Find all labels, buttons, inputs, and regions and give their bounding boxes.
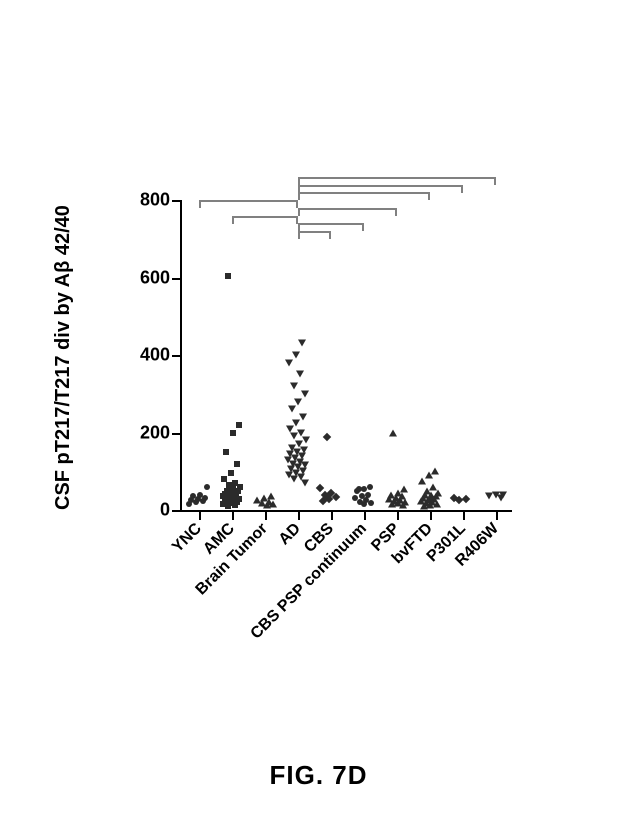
data-point — [327, 437, 333, 443]
x-tick — [232, 510, 234, 520]
data-point — [356, 486, 362, 492]
x-tick — [397, 510, 399, 520]
data-point — [288, 406, 296, 413]
y-tick — [172, 433, 182, 435]
data-point — [298, 340, 306, 347]
data-point — [228, 470, 234, 476]
y-tick-label: 200 — [110, 422, 170, 443]
significance-bracket — [199, 200, 298, 202]
data-point — [226, 482, 232, 488]
data-point — [285, 359, 293, 366]
data-point — [221, 476, 227, 482]
x-tick — [199, 510, 201, 520]
x-tick-label: AD — [275, 520, 304, 549]
y-tick — [172, 278, 182, 280]
data-point — [223, 449, 229, 455]
significance-bracket — [298, 185, 463, 187]
x-tick — [364, 510, 366, 520]
data-point — [297, 429, 305, 436]
data-point — [230, 430, 236, 436]
significance-bracket — [298, 223, 364, 225]
x-tick — [496, 510, 498, 520]
data-point — [365, 492, 371, 498]
data-point — [359, 493, 365, 499]
y-tick-label: 600 — [110, 267, 170, 288]
data-point — [190, 493, 196, 499]
data-point — [320, 488, 326, 494]
x-tick — [331, 510, 333, 520]
data-point — [352, 495, 358, 501]
data-point — [234, 461, 240, 467]
data-point — [499, 492, 507, 499]
x-tick — [463, 510, 465, 520]
data-point — [400, 485, 408, 492]
data-point — [296, 371, 304, 378]
data-point — [290, 383, 298, 390]
data-point — [236, 422, 242, 428]
data-point — [367, 484, 373, 490]
y-tick-label: 400 — [110, 345, 170, 366]
data-point — [224, 488, 230, 494]
data-point — [232, 480, 238, 486]
data-point — [301, 390, 309, 397]
data-point — [466, 499, 472, 505]
significance-bracket — [298, 208, 397, 210]
scatter-chart: CSF pT217/T217 div by Aβ 42/40 020040060… — [120, 60, 540, 580]
y-tick — [172, 355, 182, 357]
data-point — [197, 492, 203, 498]
x-tick — [265, 510, 267, 520]
significance-bracket — [298, 192, 430, 194]
significance-bracket — [298, 231, 331, 233]
y-axis-label-text: CSF pT217/T217 div by Aβ 42/40 — [52, 205, 74, 510]
x-tick — [430, 510, 432, 520]
data-point — [292, 352, 300, 359]
data-point — [302, 437, 310, 444]
y-tick — [172, 200, 182, 202]
data-point — [429, 483, 437, 490]
figure-caption: FIG. 7D — [0, 760, 637, 791]
data-point — [331, 493, 337, 499]
data-point — [454, 498, 460, 504]
y-tick — [172, 510, 182, 512]
data-point — [294, 398, 302, 405]
y-tick-label: 0 — [110, 500, 170, 521]
significance-bracket — [298, 177, 496, 179]
plot-area: 0200400600800YNCAMCBrain TumorADCBSCBS P… — [180, 200, 512, 512]
data-point — [431, 468, 439, 475]
significance-bracket — [232, 216, 298, 218]
data-point — [267, 493, 275, 500]
figure-caption-text: FIG. 7D — [269, 760, 367, 790]
data-point — [389, 429, 397, 436]
y-axis-label: CSF pT217/T217 div by Aβ 42/40 — [52, 205, 75, 510]
data-point — [299, 414, 307, 421]
data-point — [204, 484, 210, 490]
x-tick — [298, 510, 300, 520]
x-tick-label: YNC — [169, 520, 206, 557]
figure-wrap: CSF pT217/T217 div by Aβ 42/40 020040060… — [0, 0, 637, 825]
data-point — [225, 273, 231, 279]
y-tick-label: 800 — [110, 190, 170, 211]
